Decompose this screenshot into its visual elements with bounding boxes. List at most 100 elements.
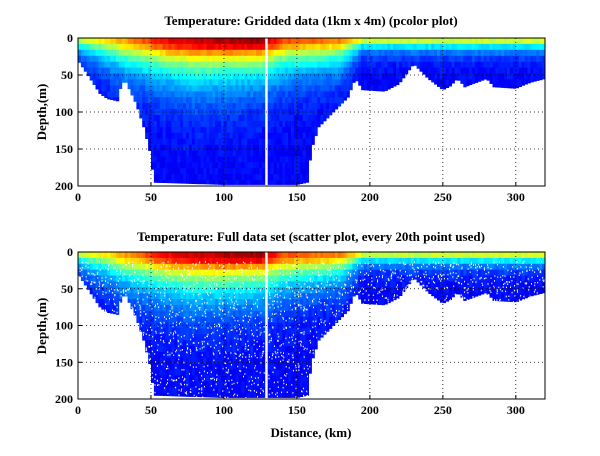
scatter-gap: [230, 281, 231, 283]
data-cell: [271, 364, 274, 370]
data-cell: [93, 56, 96, 62]
data-cell: [259, 334, 262, 340]
data-cell: [113, 44, 116, 50]
scatter-gap: [299, 352, 300, 354]
scatter-gap: [257, 396, 258, 398]
data-cell: [204, 91, 207, 97]
data-cell: [145, 305, 148, 311]
scatter-gap: [161, 336, 162, 338]
data-cell: [171, 85, 174, 91]
data-cell: [239, 115, 242, 121]
data-cell: [87, 56, 90, 62]
data-cell: [230, 97, 233, 103]
data-cell: [239, 180, 242, 185]
data-cell: [244, 133, 247, 139]
scatter-gap: [161, 332, 162, 334]
data-cell: [402, 62, 405, 68]
data-cell: [177, 139, 180, 145]
scatter-gap: [166, 265, 167, 267]
data-cell: [177, 346, 180, 352]
data-cell: [250, 156, 253, 162]
scatter-gap: [148, 346, 149, 348]
data-cell: [256, 358, 259, 364]
data-cell: [239, 393, 242, 398]
scatter-gap: [240, 370, 241, 372]
data-cell: [253, 376, 256, 382]
data-cell: [195, 85, 198, 91]
data-cell: [189, 168, 192, 174]
data-cell: [157, 85, 160, 91]
data-cell: [233, 115, 236, 121]
data-cell: [206, 276, 209, 282]
data-cell: [282, 139, 285, 145]
data-cell: [171, 44, 174, 50]
data-cell: [154, 91, 157, 97]
scatter-gap: [117, 312, 118, 314]
scatter-gap: [167, 382, 168, 384]
scatter-gap: [236, 309, 237, 311]
data-cell: [329, 50, 332, 56]
data-cell: [268, 74, 271, 80]
data-cell: [113, 258, 116, 264]
scatter-gap: [286, 263, 287, 265]
data-cell: [151, 168, 154, 170]
data-cell: [212, 281, 215, 287]
scatter-gap: [195, 314, 196, 316]
data-cell: [151, 127, 154, 133]
data-cell: [361, 62, 364, 68]
scatter-gap: [263, 272, 264, 274]
data-cell: [224, 340, 227, 346]
data-cell: [212, 293, 215, 299]
data-cell: [279, 168, 282, 174]
data-cell: [180, 91, 183, 97]
scatter-gap: [102, 280, 103, 282]
data-cell: [250, 252, 253, 258]
data-cell: [288, 50, 291, 56]
data-cell: [536, 44, 539, 50]
data-cell: [259, 328, 262, 334]
data-cell: [247, 121, 250, 127]
scatter-gap: [172, 352, 173, 354]
scatter-gap: [149, 335, 150, 337]
data-cell: [230, 174, 233, 180]
data-cell: [277, 97, 280, 103]
scatter-gap: [225, 289, 226, 291]
scatter-gap: [188, 273, 189, 275]
data-cell: [212, 323, 215, 329]
data-cell: [279, 346, 282, 352]
data-cell: [493, 68, 496, 74]
data-cell: [174, 299, 177, 305]
scatter-gap: [196, 347, 197, 349]
scatter-gap: [181, 336, 182, 338]
data-cell: [186, 174, 189, 180]
scatter-gap: [248, 276, 249, 278]
data-cell: [528, 62, 531, 68]
data-cell: [96, 270, 99, 276]
data-cell: [262, 305, 265, 311]
data-cell: [233, 74, 236, 80]
scatter-gap: [284, 311, 285, 313]
data-cell: [218, 258, 221, 264]
scatter-gap: [132, 264, 133, 266]
data-cell: [227, 381, 230, 387]
data-cell: [218, 281, 221, 287]
data-cell: [98, 74, 101, 80]
data-cell: [166, 311, 169, 317]
data-cell: [268, 85, 271, 91]
data-cell: [166, 180, 169, 183]
data-cell: [250, 346, 253, 352]
data-cell: [347, 91, 350, 97]
scatter-gap: [304, 283, 305, 285]
scatter-gap: [300, 343, 301, 345]
data-cell: [113, 85, 116, 91]
data-cell: [224, 38, 227, 44]
data-cell: [151, 317, 154, 323]
scatter-gap: [303, 388, 304, 390]
scatter-gap: [221, 327, 222, 329]
data-cell: [90, 270, 93, 276]
data-cell: [163, 139, 166, 145]
data-cell: [434, 74, 437, 80]
data-cell: [157, 56, 160, 62]
data-cell: [259, 97, 262, 103]
data-cell: [361, 56, 364, 62]
